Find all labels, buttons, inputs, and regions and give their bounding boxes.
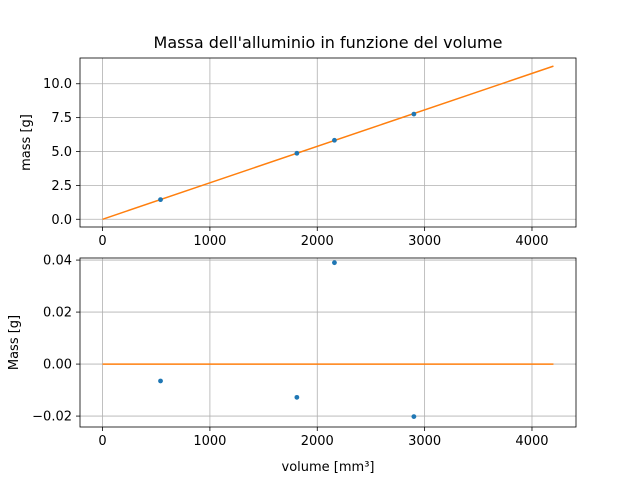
- axes-frame: [79, 257, 577, 428]
- y-tick-label: 7.5: [51, 111, 72, 126]
- data-point: [294, 150, 300, 156]
- data-point: [332, 260, 337, 266]
- y-tick-label: 5.0: [51, 145, 72, 160]
- data-point: [158, 197, 163, 203]
- fit-line: [102, 65, 554, 220]
- top-subplot: 0 1000 2000 3000 4000 0.0 2.5 5.0 7.5 10.0 mass [g…: [19, 33, 577, 249]
- y-axis-label: Mass [g]: [7, 315, 22, 370]
- x-tick-label: 3000: [408, 234, 441, 249]
- bottom-subplot: 0 1000 2000 3000 4000 −0.02 0.00 0.02 0.04 Mass […: [7, 254, 577, 475]
- x-axis-label: volume [mm³]: [282, 460, 375, 475]
- y-tick-label: 10.0: [43, 77, 72, 92]
- x-tick-label: 4000: [515, 234, 548, 249]
- y-axis-label: mass [g]: [19, 114, 34, 171]
- x-tick-label: 1000: [193, 234, 226, 249]
- y-tick-label: −0.02: [32, 410, 72, 425]
- data-point: [158, 378, 163, 384]
- y-tick-label: 0.0: [51, 213, 72, 228]
- x-tick-label: 1000: [193, 434, 226, 449]
- y-tick-label: 0.02: [43, 306, 72, 321]
- x-tick-label: 0: [98, 434, 106, 449]
- x-tick-label: 2000: [301, 234, 334, 249]
- x-tick-label: 0: [98, 234, 106, 249]
- data-point: [411, 111, 417, 117]
- y-tick-label: 2.5: [51, 179, 72, 194]
- y-tick-label: 0.00: [43, 358, 72, 373]
- chart-title: Massa dell'alluminio in funzione del vol…: [154, 33, 503, 52]
- data-point: [411, 414, 417, 419]
- y-tick-label: 0.04: [43, 254, 72, 269]
- axes-frame: [79, 57, 577, 228]
- x-tick-label: 4000: [515, 434, 548, 449]
- x-tick-label: 3000: [408, 434, 441, 449]
- data-point: [294, 394, 300, 400]
- x-tick-label: 2000: [301, 434, 334, 449]
- data-point: [332, 137, 337, 143]
